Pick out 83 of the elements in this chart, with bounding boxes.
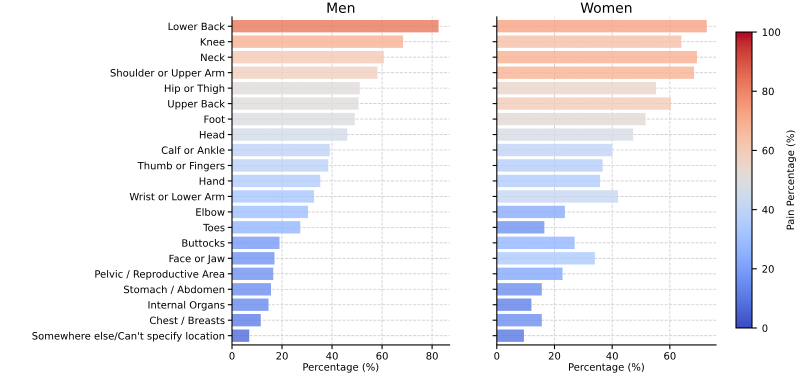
y-tick-label: Internal Organs xyxy=(148,300,225,311)
color-bar-title: Pain Percentage (%) xyxy=(786,130,796,230)
x-tick-label: 20 xyxy=(276,352,288,360)
bar xyxy=(496,252,595,265)
x-tick-label: 0 xyxy=(229,352,235,360)
bar xyxy=(232,283,272,296)
color-bar-label: 100 xyxy=(762,28,780,36)
y-tick-label: Upper Back xyxy=(168,100,226,110)
bar xyxy=(496,174,600,188)
chart-title: Men xyxy=(327,2,354,13)
bar xyxy=(232,174,320,188)
bar xyxy=(496,144,612,156)
bar xyxy=(232,206,308,218)
color-bar-label: 80 xyxy=(762,88,774,96)
bar xyxy=(232,252,275,265)
bar xyxy=(232,314,261,326)
color-bar-label: 40 xyxy=(762,206,774,214)
x-tick-label: 80 xyxy=(426,352,438,360)
bar xyxy=(496,51,697,64)
y-tick-label: Calf or Ankle xyxy=(162,146,225,154)
y-tick-label: Wrist or Lower Arm xyxy=(130,192,224,200)
bar xyxy=(232,82,360,94)
y-tick-label: Knee xyxy=(200,38,225,46)
y-tick-label: Hand xyxy=(200,177,224,185)
y-tick-label: Thumb or Fingers xyxy=(138,162,225,172)
bar xyxy=(496,112,646,126)
x-tick-label: 0 xyxy=(494,352,500,360)
bar xyxy=(496,20,707,32)
bar xyxy=(496,82,656,94)
bar xyxy=(496,190,618,203)
x-tick-label: 60 xyxy=(376,352,388,360)
bar xyxy=(232,66,378,79)
bar xyxy=(496,268,563,280)
y-tick-label: Buttocks xyxy=(182,239,225,247)
bar xyxy=(232,268,274,280)
bar xyxy=(232,36,404,48)
x-tick-label: 40 xyxy=(326,352,338,360)
bar xyxy=(496,97,672,110)
bar xyxy=(232,128,348,141)
bar xyxy=(496,36,682,48)
bar xyxy=(232,20,439,32)
bar xyxy=(496,206,565,218)
bar xyxy=(232,51,384,64)
bar xyxy=(232,159,328,172)
x-axis-title: Percentage (%) xyxy=(569,362,644,373)
y-tick-label: Stomach / Abdomen xyxy=(124,285,224,294)
bar xyxy=(232,298,269,311)
y-tick-label: Toes xyxy=(203,224,225,232)
y-tick-label: Head xyxy=(200,130,224,138)
y-tick-label: Neck xyxy=(201,53,226,62)
bar xyxy=(496,314,542,326)
bar xyxy=(496,66,694,79)
bar xyxy=(232,112,355,126)
bar xyxy=(232,221,300,234)
bar xyxy=(232,190,314,203)
y-tick-label: Lower Back xyxy=(168,22,226,30)
bar xyxy=(496,298,532,311)
bar xyxy=(496,159,603,172)
bar xyxy=(232,97,359,110)
bar xyxy=(496,128,634,141)
y-tick-label: Shoulder or Upper Arm xyxy=(110,68,224,79)
chart-title: Women xyxy=(580,2,632,13)
bar xyxy=(232,144,330,156)
y-tick-label: Foot xyxy=(204,116,225,124)
y-tick-label: Face or Jaw xyxy=(170,254,225,264)
bar xyxy=(496,221,544,234)
bar xyxy=(232,236,280,250)
color-bar-label: 0 xyxy=(762,324,768,332)
x-tick-label: 20 xyxy=(548,352,560,360)
x-axis-title: Percentage (%) xyxy=(303,362,378,373)
x-tick-label: 60 xyxy=(664,352,676,360)
y-tick-label: Chest / Breasts xyxy=(150,316,225,325)
bar xyxy=(496,283,542,296)
bar xyxy=(496,236,575,250)
color-bar-label: 20 xyxy=(762,265,774,273)
y-tick-label: Pelvic / Reproductive Area xyxy=(95,270,224,280)
bar xyxy=(496,329,524,342)
bar xyxy=(232,329,250,342)
x-tick-label: 40 xyxy=(606,352,618,360)
y-tick-label: Elbow xyxy=(196,208,225,216)
y-tick-label: Hip or Thigh xyxy=(164,84,224,94)
color-bar-label: 60 xyxy=(762,146,774,154)
y-tick-label: Somewhere else/Can't specify location xyxy=(32,332,224,342)
